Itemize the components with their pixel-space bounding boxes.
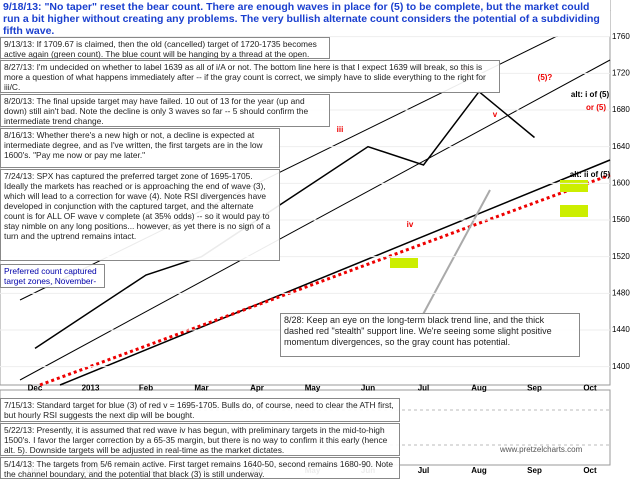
wave-label: (5)? — [538, 73, 553, 82]
y-tick-label: 1640 — [612, 142, 630, 151]
trend-note: 8/28: Keep an eye on the long-term black… — [280, 313, 580, 357]
note: 8/20/13: The final upside target may hav… — [0, 94, 330, 127]
site: www.pretzelcharts.com — [500, 445, 583, 454]
x-tick-label: Oct — [583, 384, 597, 393]
note: 8/16/13: Whether there's a new high or n… — [0, 128, 280, 168]
note: 7/24/13: SPX has captured the preferred … — [0, 169, 280, 261]
x-tick-label: May — [305, 384, 321, 393]
target-note: Preferred count captured target zones, N… — [0, 264, 105, 288]
x-tick-label: Sep — [527, 384, 542, 393]
title: 9/18/13: "No taper" reset the bear count… — [0, 0, 610, 36]
x-tick-label: Feb — [139, 384, 153, 393]
x-tick-label: Sep — [527, 466, 542, 475]
target-zone — [560, 205, 588, 217]
x-tick-label: Aug — [471, 384, 487, 393]
y-tick-label: 1600 — [612, 178, 630, 187]
x-tick-label: Dec — [28, 384, 43, 393]
x-tick-label: Mar — [194, 384, 208, 393]
y-tick-label: 1720 — [612, 68, 630, 77]
note: 9/13/13: If 1709.67 is claimed, then the… — [0, 37, 330, 59]
y-tick-label: 1480 — [612, 288, 630, 297]
trend-line — [59, 159, 611, 386]
x-tick-label: Jul — [418, 466, 430, 475]
bottom-note: 5/22/13: Presently, it is assumed that r… — [0, 423, 400, 456]
y-tick-label: 1440 — [612, 325, 630, 334]
bottom-note: 7/15/13: Standard target for blue (3) of… — [0, 398, 400, 422]
x-tick-label: Aug — [471, 466, 487, 475]
note: 8/27/13: I'm undecided on whether to lab… — [0, 60, 500, 93]
y-tick-label: 1400 — [612, 362, 630, 371]
target-zone — [390, 258, 418, 268]
x-tick-label: Oct — [583, 466, 597, 475]
y-tick-label: 1680 — [612, 105, 630, 114]
wave-label: iii — [337, 125, 344, 134]
x-tick-label: 2013 — [82, 384, 100, 393]
x-tick-label: Jul — [418, 384, 430, 393]
x-tick-label: Jun — [361, 384, 375, 393]
y-tick-label: 1560 — [612, 215, 630, 224]
x-tick-label: Apr — [250, 384, 264, 393]
wave-label: alt: ii of (5) — [570, 170, 611, 179]
wave-label: alt: i of (5) — [571, 90, 610, 99]
wave-label: or (5) — [586, 103, 606, 112]
wave-label: v — [493, 110, 498, 119]
y-tick-label: 1760 — [612, 32, 630, 41]
price-line — [34, 90, 535, 349]
gray-arrow — [419, 189, 491, 321]
y-tick-label: 1520 — [612, 252, 630, 261]
bottom-note: 5/14/13: The targets from 5/6 remain act… — [0, 457, 400, 479]
target-zone — [560, 180, 588, 192]
wave-label: iv — [407, 220, 414, 229]
stealth-line — [39, 173, 611, 387]
